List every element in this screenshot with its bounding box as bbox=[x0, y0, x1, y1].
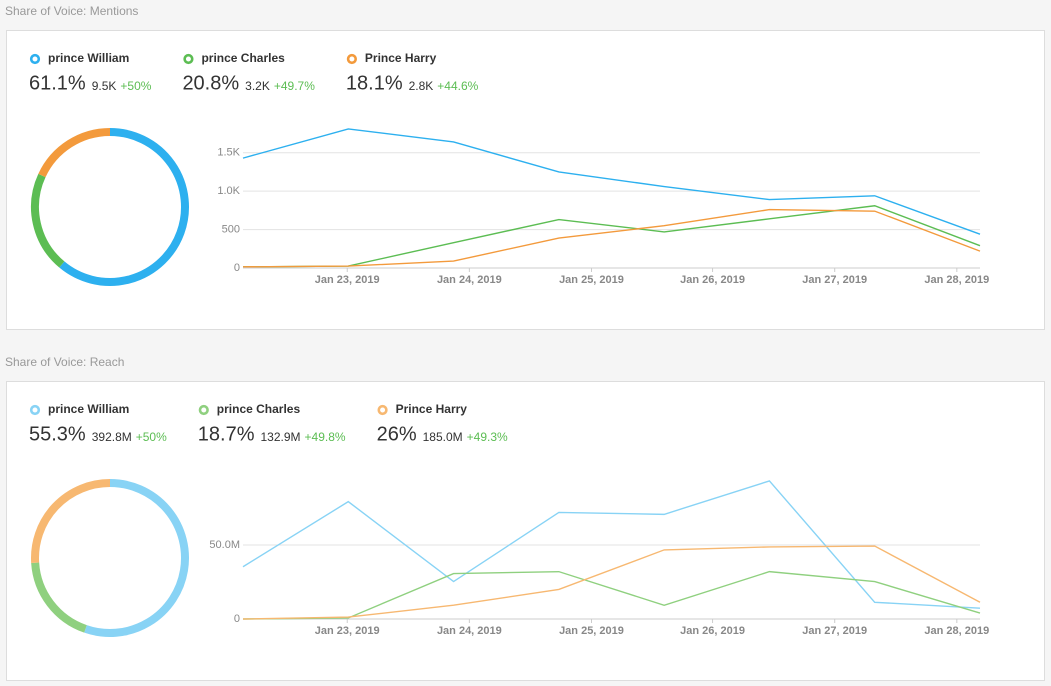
legend-name: prince Charles bbox=[217, 402, 301, 416]
x-tick-label: Jan 28, 2019 bbox=[924, 274, 989, 286]
section-title: Share of Voice: Reach bbox=[5, 355, 124, 369]
share-value: 18.7% bbox=[198, 423, 255, 445]
share-value: 61.1% bbox=[29, 72, 86, 94]
x-tick-label: Jan 28, 2019 bbox=[924, 625, 989, 637]
series-line bbox=[242, 128, 981, 235]
series-line bbox=[242, 208, 981, 268]
legend-name: prince William bbox=[48, 51, 129, 65]
share-value: 26% bbox=[377, 423, 417, 445]
section-title: Share of Voice: Mentions bbox=[5, 4, 138, 18]
donut-segment bbox=[31, 479, 111, 563]
donut-segment bbox=[38, 128, 111, 178]
y-tick-label: 0 bbox=[234, 262, 240, 274]
series-line bbox=[242, 205, 981, 268]
series-line bbox=[242, 570, 981, 620]
legend-name: prince William bbox=[48, 402, 129, 416]
count-value: 9.5K bbox=[92, 79, 117, 93]
donut-segment bbox=[59, 128, 189, 286]
x-tick-label: Jan 26, 2019 bbox=[680, 274, 745, 286]
y-tick-label: 500 bbox=[222, 223, 240, 235]
legend-icon bbox=[29, 404, 41, 416]
y-tick-label: 50.0M bbox=[209, 539, 240, 551]
change-value: +49.8% bbox=[305, 430, 346, 444]
x-tick-label: Jan 27, 2019 bbox=[802, 274, 867, 286]
panel bbox=[6, 381, 1045, 681]
x-tick-label: Jan 25, 2019 bbox=[559, 274, 624, 286]
donut-segment bbox=[31, 562, 87, 633]
x-tick-label: Jan 26, 2019 bbox=[680, 625, 745, 637]
count-value: 185.0M bbox=[423, 430, 463, 444]
y-tick-label: 1.5K bbox=[217, 147, 240, 159]
share-value: 18.1% bbox=[346, 72, 403, 94]
panel bbox=[6, 30, 1045, 330]
share-value: 20.8% bbox=[182, 72, 239, 94]
legend-icon bbox=[198, 404, 209, 416]
legend-name: Prince Harry bbox=[396, 402, 468, 416]
series-line bbox=[242, 545, 981, 620]
donut-segment bbox=[84, 479, 189, 637]
x-tick-label: Jan 25, 2019 bbox=[559, 625, 624, 637]
change-value: +50% bbox=[120, 79, 151, 93]
x-tick-label: Jan 23, 2019 bbox=[315, 625, 380, 637]
legend-icon bbox=[346, 53, 357, 65]
x-tick-label: Jan 23, 2019 bbox=[315, 274, 380, 286]
series-line bbox=[242, 480, 981, 609]
change-value: +49.7% bbox=[274, 79, 315, 93]
count-value: 2.8K bbox=[409, 79, 434, 93]
legend-name: Prince Harry bbox=[365, 51, 437, 65]
change-value: +49.3% bbox=[467, 430, 508, 444]
change-value: +44.6% bbox=[437, 79, 478, 93]
change-value: +50% bbox=[136, 430, 167, 444]
count-value: 132.9M bbox=[261, 430, 301, 444]
count-value: 392.8M bbox=[92, 430, 132, 444]
legend-icon bbox=[29, 53, 41, 65]
legend-name: prince Charles bbox=[201, 51, 285, 65]
donut-segment bbox=[31, 173, 65, 268]
x-tick-label: Jan 24, 2019 bbox=[437, 274, 502, 286]
legend-icon bbox=[183, 53, 194, 65]
x-tick-label: Jan 24, 2019 bbox=[437, 625, 502, 637]
legend-icon bbox=[377, 404, 388, 416]
y-tick-label: 1.0K bbox=[217, 185, 240, 197]
y-tick-label: 0 bbox=[234, 613, 240, 625]
x-tick-label: Jan 27, 2019 bbox=[802, 625, 867, 637]
share-value: 55.3% bbox=[29, 423, 86, 445]
count-value: 3.2K bbox=[245, 79, 270, 93]
